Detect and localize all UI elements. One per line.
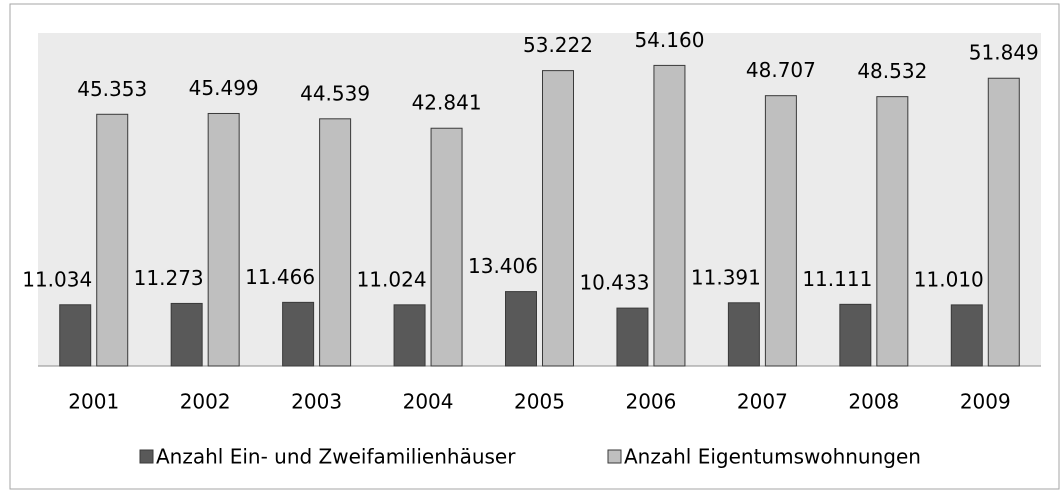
legend-label: Anzahl Ein- und Zweifamilienhäuser [156,445,516,469]
data-label: 11.034 [22,267,92,291]
bar [876,96,909,367]
bar [59,304,92,367]
bar [319,118,352,367]
data-label: 54.160 [634,28,704,52]
data-label: 11.273 [134,266,204,290]
data-label: 44.539 [300,81,370,105]
x-tick-label: 2002 [180,390,231,414]
x-tick-label: 2004 [403,390,454,414]
legend-swatch [607,449,622,464]
legend-label: Anzahl Eigentumswohnungen [624,445,921,469]
data-label: 13.406 [468,254,538,278]
bar [950,304,983,367]
bar [170,302,203,367]
bar [282,301,315,367]
bar [653,64,686,367]
bar [616,307,649,367]
data-label: 45.499 [189,76,259,100]
x-tick-label: 2005 [514,390,565,414]
bar [505,291,537,367]
bar [764,95,797,367]
x-tick-label: 2009 [960,390,1011,414]
data-label: 48.707 [746,58,816,82]
x-tick-label: 2001 [68,390,119,414]
data-label: 53.222 [523,33,593,57]
x-tick-label: 2007 [737,390,788,414]
x-tick-label: 2003 [291,390,342,414]
data-label: 11.391 [691,265,761,289]
bar [839,303,872,367]
bar [207,112,240,367]
bar [430,127,463,367]
data-label: 45.353 [77,77,147,101]
data-label: 42.841 [412,91,482,115]
data-label: 11.466 [245,265,315,289]
bar [393,304,426,367]
legend-swatch [139,449,154,464]
x-tick-label: 2008 [848,390,899,414]
bar [96,113,129,367]
bar [727,302,760,367]
data-label: 10.433 [579,271,649,295]
plot-area [38,33,1041,366]
bar [987,77,1020,367]
data-label: 11.024 [357,267,427,291]
bar [542,70,574,367]
x-tick-label: 2006 [625,390,676,414]
data-label: 48.532 [857,59,927,83]
data-label: 51.849 [969,41,1039,65]
data-label: 11.111 [802,267,872,291]
data-label: 11.010 [914,267,984,291]
